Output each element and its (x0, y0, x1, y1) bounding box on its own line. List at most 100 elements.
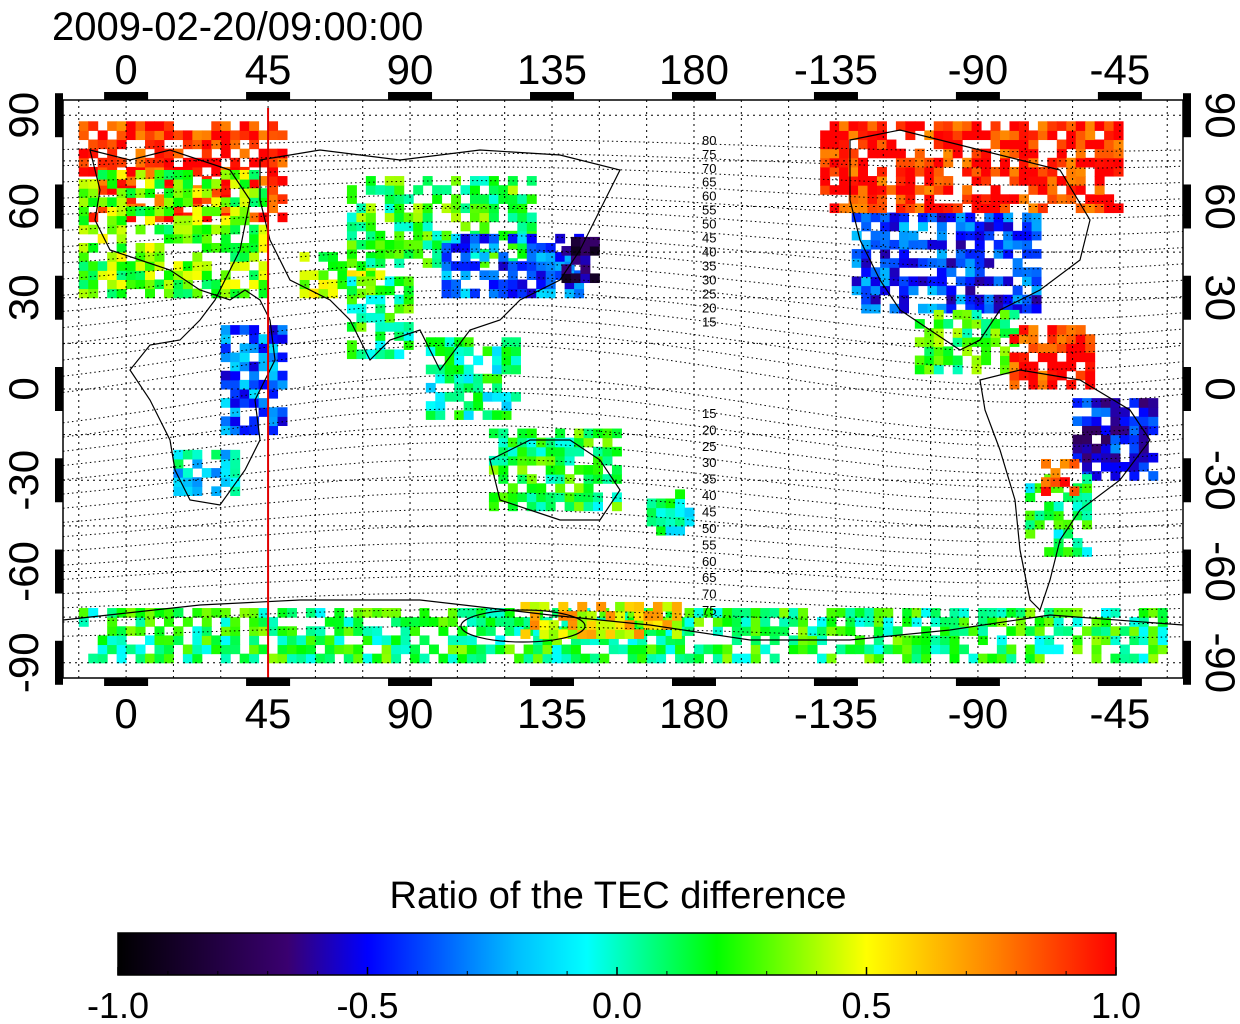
data-cell (703, 608, 714, 618)
data-cell (873, 617, 884, 627)
data-cell (78, 188, 89, 198)
data-cell (230, 224, 241, 235)
data-cell (996, 644, 1007, 655)
data-cell (845, 608, 856, 618)
data-cell (1018, 334, 1029, 344)
contour-label-north: 60 (702, 189, 716, 204)
data-cell (517, 474, 528, 484)
data-cell (1018, 130, 1029, 141)
data-cell (469, 233, 480, 244)
data-cell (839, 121, 850, 131)
data-cell (97, 130, 108, 141)
data-cell (1044, 617, 1055, 627)
data-cell (88, 242, 99, 253)
data-cell (230, 468, 241, 478)
data-cell (671, 620, 682, 630)
data-cell (1104, 157, 1115, 168)
data-cell (476, 653, 487, 664)
data-cell (192, 224, 203, 235)
data-cell (807, 626, 818, 636)
data-cell (899, 276, 910, 287)
data-cell (839, 166, 850, 177)
data-cell (1072, 635, 1083, 646)
data-cell (466, 653, 477, 664)
data-cell (78, 206, 89, 217)
data-cell (1018, 194, 1029, 204)
data-cell (353, 644, 364, 655)
data-cell (154, 644, 165, 655)
data-cell (798, 626, 809, 636)
data-cell (1022, 276, 1033, 287)
data-cell (990, 139, 1001, 150)
data-cell (820, 185, 831, 195)
data-cell (1031, 294, 1042, 305)
data-cell (1015, 608, 1026, 618)
data-cell (192, 626, 203, 636)
data-cell (940, 644, 951, 655)
data-cell (993, 249, 1004, 259)
data-cell (1110, 608, 1121, 618)
data-cell (927, 303, 938, 314)
data-cell (1072, 547, 1083, 557)
data-cell (520, 601, 531, 612)
data-cell (899, 212, 910, 223)
data-cell (892, 635, 903, 646)
data-cell (220, 334, 231, 344)
data-cell (1100, 398, 1111, 408)
data-cell (974, 303, 985, 314)
data-cell (192, 157, 203, 168)
data-cell (873, 608, 884, 618)
data-cell (921, 608, 932, 618)
data-cell (182, 486, 193, 496)
data-cell (318, 252, 329, 262)
data-cell (375, 340, 386, 350)
data-cell (889, 267, 900, 277)
data-cell (981, 130, 992, 141)
data-cell (384, 176, 395, 186)
data-cell (182, 279, 193, 290)
data-region-southeast-asia (425, 337, 521, 420)
data-cell (419, 617, 430, 627)
data-cell (940, 635, 951, 646)
data-cell (182, 157, 193, 168)
data-cell (984, 230, 995, 241)
data-cell (296, 653, 307, 664)
data-cell (905, 166, 916, 177)
data-cell (946, 212, 957, 223)
data-cell (987, 608, 998, 618)
data-cell (741, 626, 752, 636)
data-cell (163, 148, 174, 159)
data-cell (555, 261, 566, 271)
data-cell (182, 644, 193, 655)
data-cell (564, 455, 575, 466)
data-cell (498, 428, 509, 439)
data-cell (135, 130, 146, 141)
data-cell (1066, 121, 1077, 131)
data-cell (583, 437, 594, 448)
data-cell (526, 437, 537, 448)
data-cell (870, 239, 881, 250)
data-cell (851, 285, 862, 296)
data-cell (684, 507, 695, 518)
data-cell (526, 252, 537, 262)
data-cell (220, 176, 231, 186)
data-cell (135, 121, 146, 131)
data-cell (861, 285, 872, 296)
data-cell (201, 188, 212, 198)
top-tick-band (955, 92, 1000, 100)
data-cell (605, 611, 616, 621)
data-cell (249, 644, 260, 655)
data-cell (318, 270, 329, 280)
data-cell (135, 626, 146, 636)
data-cell (239, 361, 250, 372)
data-cell (1025, 626, 1036, 636)
data-cell (1056, 361, 1067, 372)
data-cell (504, 617, 515, 627)
data-cell (675, 498, 686, 509)
data-cell (1104, 166, 1115, 177)
data-cell (671, 629, 682, 639)
data-cell (375, 285, 386, 296)
data-cell (955, 276, 966, 287)
data-cell (249, 169, 260, 180)
data-cell (536, 446, 547, 457)
